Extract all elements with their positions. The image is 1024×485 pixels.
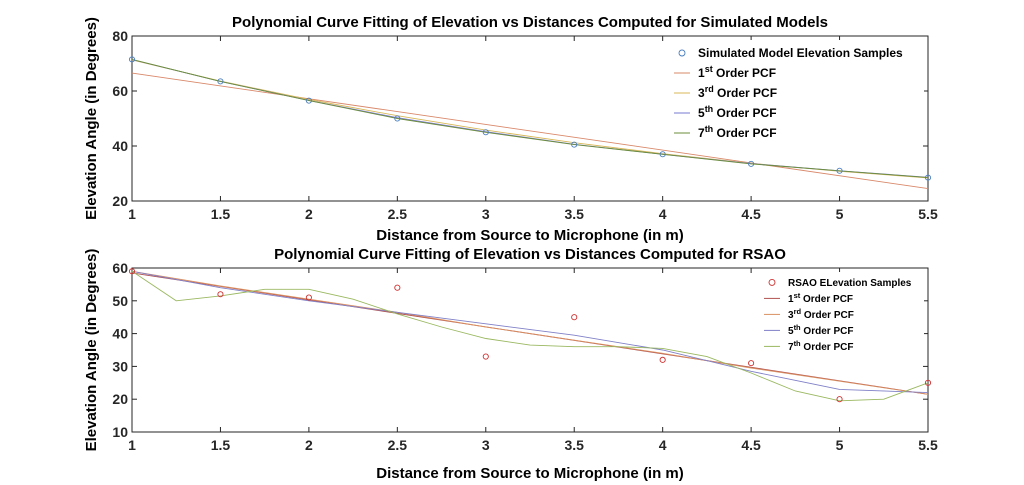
sample-point <box>394 115 401 122</box>
chart-simulated-models: Polynomial Curve Fitting of Elevation vs… <box>83 14 938 244</box>
y-tick-label: 30 <box>112 358 128 374</box>
fit-curve-order-7 <box>131 58 929 179</box>
sample-point <box>305 97 312 104</box>
x-tick-label: 4.5 <box>741 206 761 222</box>
sample-point <box>924 174 932 181</box>
sample-point <box>482 353 489 360</box>
fit-curve-order-5 <box>131 270 929 394</box>
x-tick-label: 4 <box>659 437 667 453</box>
sample-point <box>659 151 666 158</box>
y-tick-label: 20 <box>112 193 128 209</box>
sample-point <box>482 129 489 136</box>
x-tick-label: 3.5 <box>564 206 584 222</box>
sample-point <box>394 284 401 291</box>
sample-point <box>748 160 755 167</box>
sample-point <box>571 314 578 321</box>
sample-point <box>128 56 136 63</box>
x-tick-label: 3 <box>482 437 490 453</box>
legend-label-order-7: 7th Order PCF <box>698 124 777 140</box>
x-tick-label: 2.5 <box>388 206 408 222</box>
x-tick-label: 1 <box>128 206 136 222</box>
legend-marker-samples <box>768 278 776 286</box>
x-tick-label: 2 <box>305 206 313 222</box>
y-tick-label: 20 <box>112 391 128 407</box>
legend <box>758 272 924 356</box>
chart-title: Polynomial Curve Fitting of Elevation vs… <box>232 14 828 31</box>
x-tick-label: 3.5 <box>564 437 584 453</box>
x-tick-label: 5.5 <box>918 437 938 453</box>
plot-area <box>131 35 929 202</box>
y-tick-label: 40 <box>112 326 128 342</box>
y-tick-label: 60 <box>112 83 128 99</box>
sample-point <box>217 78 224 85</box>
x-tick-label: 5 <box>836 206 844 222</box>
fit-curve-order-3 <box>131 270 929 395</box>
sample-point <box>924 379 932 386</box>
sample-point <box>659 356 666 363</box>
fit-curve-order-7 <box>131 270 929 402</box>
x-tick-label: 4.5 <box>741 437 761 453</box>
x-tick-label: 2 <box>305 437 313 453</box>
plot-area <box>131 267 929 433</box>
legend-marker-samples <box>678 49 686 57</box>
legend-label-order-1: 1st Order PCF <box>698 64 776 80</box>
sample-point <box>217 291 224 298</box>
sample-point <box>836 167 843 174</box>
y-axis-label: Elevation Angle (in Degrees) <box>83 17 100 220</box>
y-tick-label: 10 <box>112 424 128 440</box>
x-tick-label: 4 <box>659 206 667 222</box>
chart-title: Polynomial Curve Fitting of Elevation vs… <box>274 246 786 263</box>
y-tick-label: 40 <box>112 138 128 154</box>
x-axis-label: Distance from Source to Microphone (in m… <box>376 227 684 244</box>
x-tick-label: 5 <box>836 437 844 453</box>
sample-point <box>748 360 755 367</box>
sample-point <box>305 294 312 301</box>
legend-label-samples: Simulated Model Elevation Samples <box>698 46 903 60</box>
legend-label-samples: RSAO ELevation Samples <box>788 278 912 289</box>
sample-point <box>836 396 843 403</box>
y-tick-label: 80 <box>112 28 128 44</box>
x-tick-label: 1 <box>128 437 136 453</box>
y-axis-label: Elevation Angle (in Degrees) <box>83 249 100 452</box>
legend-label-order-5: 5th Order PCF <box>698 104 777 120</box>
x-tick-label: 2.5 <box>388 437 408 453</box>
x-tick-label: 5.5 <box>918 206 938 222</box>
x-tick-label: 1.5 <box>211 206 231 222</box>
sample-point <box>571 141 578 148</box>
y-tick-label: 60 <box>112 260 128 276</box>
y-tick-label: 50 <box>112 293 128 309</box>
x-tick-label: 1.5 <box>211 437 231 453</box>
chart-rsao: Polynomial Curve Fitting of Elevation vs… <box>83 246 938 482</box>
fit-curve-order-1 <box>131 72 929 190</box>
legend-label-order-7: 7th Order PCF <box>788 338 853 353</box>
x-axis-label: Distance from Source to Microphone (in m… <box>376 465 684 482</box>
legend <box>668 40 924 142</box>
legend-label-order-3: 3rd Order PCF <box>788 306 854 321</box>
legend-label-order-5: 5th Order PCF <box>788 322 853 337</box>
x-tick-label: 3 <box>482 206 490 222</box>
legend-label-order-3: 3rd Order PCF <box>698 84 777 100</box>
sample-point <box>128 268 136 275</box>
legend-label-order-1: 1st Order PCF <box>788 290 853 305</box>
